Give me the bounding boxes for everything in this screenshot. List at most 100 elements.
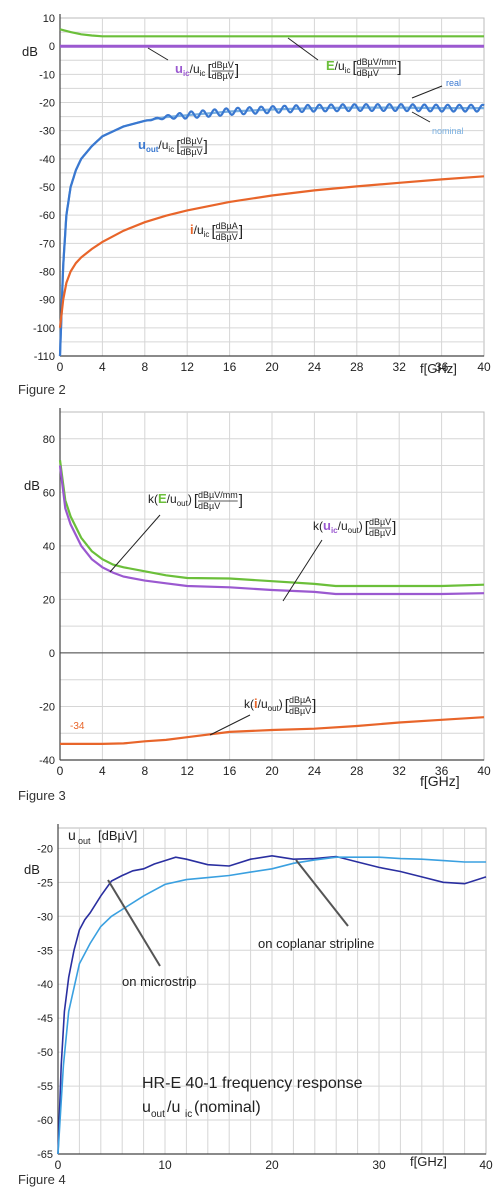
y-tick-label: -90 <box>39 295 55 307</box>
leader-nominal <box>411 111 431 123</box>
svg-text:u: u <box>323 518 331 533</box>
svg-text:dBµV: dBµV <box>289 706 311 716</box>
svg-text:): ) <box>279 697 283 711</box>
svg-text:out: out <box>78 836 91 846</box>
x-tick-label: 28 <box>350 764 364 778</box>
svg-text:dBµV: dBµV <box>198 501 220 511</box>
svg-text:out: out <box>177 499 189 508</box>
y-tick-label: -60 <box>37 1115 53 1127</box>
y-tick-label: -30 <box>39 126 55 138</box>
svg-text:u: u <box>68 827 76 843</box>
leader-E <box>287 37 319 61</box>
series-kE <box>58 460 485 588</box>
x-tick-label: 0 <box>57 360 64 374</box>
svg-text:dBµV: dBµV <box>357 68 379 78</box>
y-tick-label: -50 <box>37 1047 53 1059</box>
svg-text:u: u <box>162 138 169 152</box>
svg-text:dBµV: dBµV <box>212 60 234 70</box>
svg-text:[: [ <box>365 519 370 536</box>
svg-text:ic: ic <box>185 1109 192 1120</box>
x-tick-label: 28 <box>350 360 364 374</box>
series-uout_real <box>58 103 485 357</box>
x-tick-label: 20 <box>265 360 279 374</box>
svg-text:): ) <box>359 519 363 533</box>
figure-2: 0 4 8 12 16 20 24 28 32 36 40 10 0 -10 -20 -30 -40 -50 -60… <box>0 0 498 400</box>
figure-3-caption: Figure 3 <box>18 788 66 803</box>
svg-text:E: E <box>158 491 167 506</box>
label-nominal: nominal <box>432 126 464 136</box>
label-title-1: HR-E 40-1 frequency response <box>142 1075 363 1092</box>
leader-microstrip <box>107 879 161 967</box>
x-tick-label: 36 <box>435 764 449 778</box>
x-tick-label: 40 <box>477 360 491 374</box>
svg-text:u: u <box>338 59 345 73</box>
x-tick-label: 8 <box>141 360 148 374</box>
svg-text:dBµV: dBµV <box>369 528 391 538</box>
svg-text:u: u <box>170 492 177 506</box>
y-tick-label: -65 <box>37 1149 53 1161</box>
x-tick-label: 24 <box>308 360 322 374</box>
x-tick-label: 12 <box>181 360 195 374</box>
svg-text:out: out <box>146 145 159 154</box>
y-axis-label: dB <box>24 862 40 877</box>
y-tick-label: -45 <box>37 1013 53 1025</box>
svg-text:]: ] <box>235 62 239 79</box>
x-tick-label: 32 <box>393 764 407 778</box>
svg-text:u: u <box>142 1099 151 1116</box>
svg-text:/: / <box>167 492 171 506</box>
x-tick-label: 12 <box>181 764 195 778</box>
y-tick-label: -40 <box>39 755 55 767</box>
svg-text:]: ] <box>312 697 316 714</box>
svg-text:dBµV/mm: dBµV/mm <box>357 57 397 67</box>
svg-text:/: / <box>258 697 262 711</box>
svg-text:u: u <box>197 223 204 237</box>
svg-text:/: / <box>338 519 342 533</box>
figure-4-caption: Figure 4 <box>18 1172 66 1187</box>
svg-text:]: ] <box>204 138 208 155</box>
svg-text:k(: k( <box>244 697 254 711</box>
figure-3: 0 4 8 12 16 20 24 28 32 36 40 80 60 40 20 0 -20 -40 dB f[GH… <box>0 400 498 810</box>
y-tick-label: 10 <box>43 13 55 25</box>
svg-text:dBµA: dBµA <box>289 695 311 705</box>
svg-text:ic: ic <box>345 66 351 75</box>
label-yunit: u out [dBµV] <box>68 827 137 846</box>
svg-text:dBµV: dBµV <box>212 71 234 81</box>
figure-2-caption: Figure 2 <box>18 382 66 397</box>
series-i <box>58 175 485 328</box>
x-tick-label: 24 <box>308 764 322 778</box>
svg-text:(nominal): (nominal) <box>194 1099 261 1116</box>
series-ki <box>60 716 485 745</box>
svg-text:u: u <box>193 62 200 76</box>
svg-text:[: [ <box>207 62 212 79</box>
series-microstrip <box>57 854 487 1155</box>
y-tick-label: -80 <box>39 267 55 279</box>
x-tick-label: 10 <box>158 1158 172 1172</box>
series-coplanar <box>57 856 486 1155</box>
svg-text:]: ] <box>239 492 243 509</box>
figure-4-chart: 0 10 20 30 40 -20 -25 -30 -35 -40 -45 -50 -55 -60 -65 d… <box>24 824 493 1172</box>
svg-text:i: i <box>254 696 258 711</box>
leader-coplanar <box>295 859 349 927</box>
figure-4: 0 10 20 30 40 -20 -25 -30 -35 -40 -45 -50 -55 -60 -65 d… <box>0 810 498 1200</box>
svg-text:/: / <box>158 138 162 152</box>
x-tick-label: 32 <box>393 360 407 374</box>
svg-text:/: / <box>190 62 194 76</box>
label-microstrip: on microstrip <box>122 974 196 989</box>
x-tick-label: 0 <box>57 764 64 778</box>
y-tick-label: -20 <box>37 843 53 855</box>
svg-text:ic: ic <box>168 145 174 154</box>
leader-ki <box>209 714 251 736</box>
x-axis-label: f[GHz] <box>420 361 457 376</box>
svg-text:k(: k( <box>313 519 323 533</box>
svg-text:]: ] <box>397 59 401 76</box>
svg-text:ic: ic <box>200 69 206 78</box>
svg-text:[: [ <box>176 138 181 155</box>
leader-kE <box>109 514 161 573</box>
svg-text:dBµV: dBµV <box>369 517 391 527</box>
y-tick-label: 40 <box>43 541 55 553</box>
